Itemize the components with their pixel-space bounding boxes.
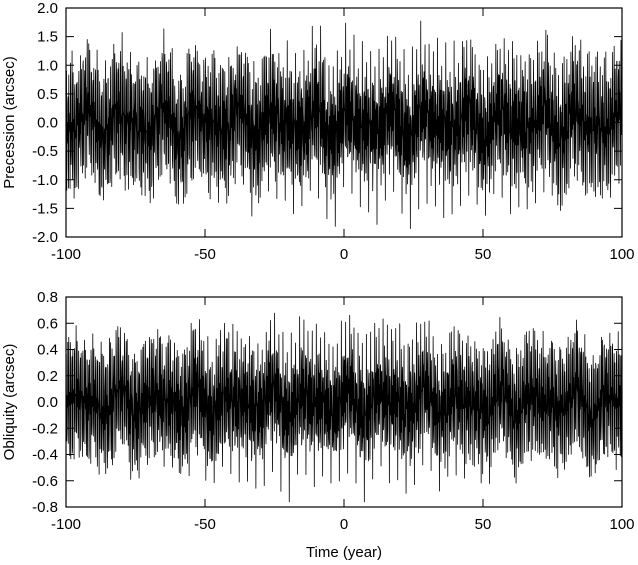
obliquity-xlabel: Time (year) [306,544,382,561]
obliquity-ytick-label: 0.6 [37,315,58,332]
obliquity-xtick-label: 50 [475,516,492,533]
obliquity-ytick-label: 0.0 [37,394,58,411]
obliquity-ylabel: Obliquity (arcsec) [1,344,18,461]
obliquity-ytick-label: 0.8 [37,289,58,306]
precession-xtick-label: -50 [194,246,216,263]
obliquity-ytick-label: -0.4 [32,447,58,464]
obliquity-xtick-label: 0 [340,516,348,533]
obliquity-xtick-label: 100 [609,516,634,533]
precession-xtick-label: 0 [340,246,348,263]
precession-xtick-label: -100 [51,246,81,263]
precession-ytick-label: 0.5 [37,86,58,103]
precession-ylabel: Precession (arcsec) [1,56,18,189]
obliquity-xtick-label: -100 [51,516,81,533]
precession-ytick-label: 1.0 [37,57,58,74]
obliquity-ytick-label: -0.8 [32,499,58,516]
precession-ytick-label: 2.0 [37,0,58,17]
obliquity-ytick-label: 0.4 [37,342,58,359]
precession-ytick-label: -0.5 [32,143,58,160]
obliquity-series-line [65,312,623,503]
precession-panel: -2.0 -1.5 -1.0 -0.5 0.0 0.5 1.0 1.5 2.0 -100 -50 0 5… [1,0,635,263]
obliquity-ytick-label: -0.2 [32,420,58,437]
precession-series-line [65,20,623,230]
precession-ytick-label: -2.0 [32,229,58,246]
obliquity-ytick-label: 0.2 [37,368,58,385]
obliquity-panel: -0.8 -0.6 -0.4 -0.2 0.0 0.2 0.4 0.6 0.8 -100 -50 0 5… [1,289,635,561]
precession-xtick-label: 50 [475,246,492,263]
precession-xtick-label: 100 [609,246,634,263]
obliquity-xtick-label: -50 [194,516,216,533]
obliquity-ytick-label: -0.6 [32,473,58,490]
precession-ytick-label: 1.5 [37,29,58,46]
precession-ytick-label: 0.0 [37,115,58,132]
precession-ytick-label: -1.5 [32,200,58,217]
precession-ytick-label: -1.0 [32,172,58,189]
